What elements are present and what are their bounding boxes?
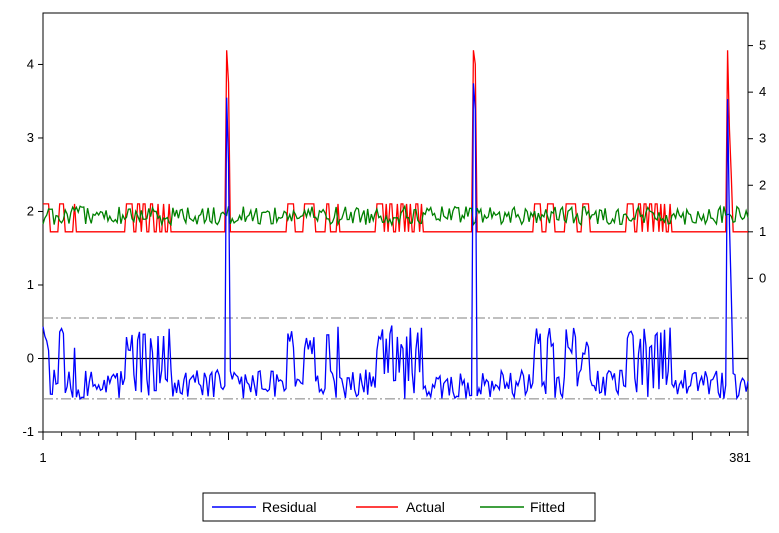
axes: [38, 45, 753, 440]
left-axis-tick-label: 4: [27, 56, 34, 71]
series-line-residual: [42, 83, 749, 401]
right-axis-tick-label: 5: [759, 38, 766, 53]
series-line-fitted: [42, 204, 749, 228]
left-axis-tick-label: 0: [27, 350, 34, 365]
tick-labels: -1 0 1 2 3 4 0 1 2 3 4 5 1 381: [22, 38, 766, 465]
left-axis-tick-label: 2: [27, 203, 34, 218]
right-axis-tick-label: 3: [759, 131, 766, 146]
right-axis-tick-label: 2: [759, 177, 766, 192]
right-axis-tick-label: 4: [759, 84, 766, 99]
legend-label-fitted: Fitted: [530, 499, 565, 515]
legend: Residual Actual Fitted: [202, 492, 596, 522]
reference-lines: [43, 317, 748, 400]
right-axis-tick-label: 0: [759, 270, 766, 285]
x-axis-tick-label-first: 1: [39, 450, 46, 465]
legend-label-actual: Actual: [406, 499, 445, 515]
legend-box: [202, 492, 596, 522]
left-axis-tick-label: -1: [22, 424, 34, 439]
right-axis-tick-label: 1: [759, 224, 766, 239]
series-line-actual: [43, 50, 748, 233]
series-layer: [42, 50, 749, 401]
left-axis-tick-label: 3: [27, 130, 34, 145]
x-axis-tick-label-last: 381: [729, 450, 751, 465]
left-axis-tick-label: 1: [27, 277, 34, 292]
legend-label-residual: Residual: [262, 499, 316, 515]
